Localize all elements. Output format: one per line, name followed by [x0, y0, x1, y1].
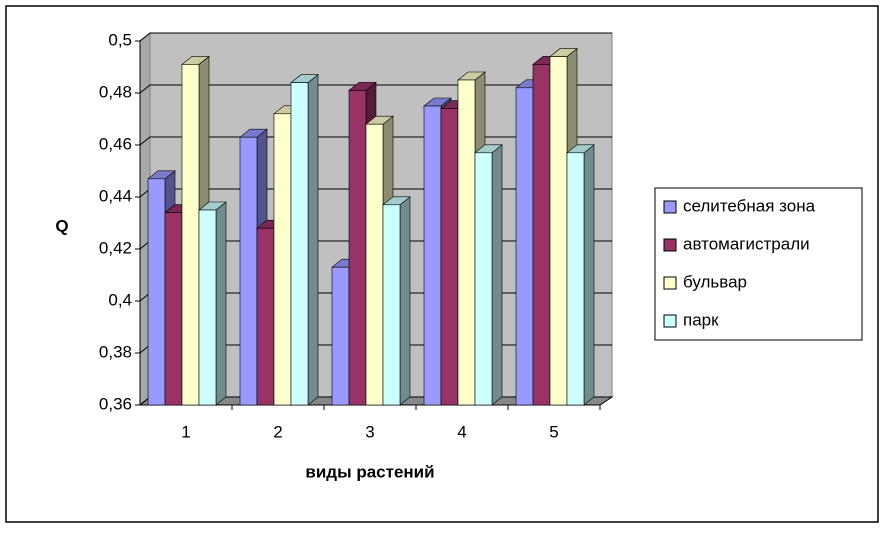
legend-swatch: [663, 238, 677, 252]
x-tick-label: 1: [181, 422, 190, 441]
legend-swatch: [663, 276, 677, 290]
legend-swatch: [663, 314, 677, 328]
y-axis-title: Q: [55, 216, 68, 235]
legend-swatch: [663, 200, 677, 214]
bar: [382, 204, 401, 406]
bar: [239, 136, 258, 406]
bar-side: [583, 144, 595, 406]
y-tick-label: 0,5: [108, 30, 132, 49]
bar: [440, 108, 459, 406]
bar-group: [566, 144, 595, 406]
bar-group: [382, 196, 411, 406]
y-tick-label: 0,36: [99, 394, 132, 413]
bar: [474, 152, 493, 406]
x-tick-label: 5: [549, 422, 558, 441]
bar: [256, 227, 275, 406]
bar: [423, 105, 442, 406]
x-axis-title: виды растений: [305, 462, 434, 481]
bar-group: [290, 73, 319, 406]
x-tick-label: 4: [457, 422, 466, 441]
bar-group: [198, 201, 227, 406]
bar: [181, 64, 200, 406]
y-tick-label: 0,44: [99, 186, 132, 205]
grid-line: [139, 32, 612, 42]
bar: [515, 87, 534, 406]
legend-label: селитебная зона: [683, 196, 816, 215]
bar: [549, 56, 568, 406]
bar: [365, 123, 384, 406]
bar-side: [307, 73, 319, 406]
x-tick-label: 2: [273, 422, 282, 441]
legend-label: автомагистрали: [683, 234, 810, 253]
legend-label: парк: [683, 310, 719, 329]
y-tick-label: 0,48: [99, 82, 132, 101]
x-tick-label: 3: [365, 422, 374, 441]
y-tick-label: 0,46: [99, 134, 132, 153]
bar: [348, 90, 367, 406]
bar: [290, 82, 309, 406]
y-tick-label: 0,4: [108, 290, 132, 309]
legend-box: [654, 187, 863, 341]
y-tick-label: 0,38: [99, 342, 132, 361]
bar: [198, 209, 217, 406]
bar: [532, 64, 551, 406]
bar: [566, 152, 585, 406]
bar: [147, 178, 166, 406]
bar-group: [474, 144, 503, 406]
bar-side: [399, 196, 411, 406]
bar-side: [491, 144, 503, 406]
legend-label: бульвар: [683, 272, 747, 291]
bar: [273, 113, 292, 406]
y-tick-label: 0,42: [99, 238, 132, 257]
bar: [457, 79, 476, 406]
bar-side: [215, 201, 227, 406]
bar: [164, 212, 183, 406]
bar: [331, 266, 350, 406]
